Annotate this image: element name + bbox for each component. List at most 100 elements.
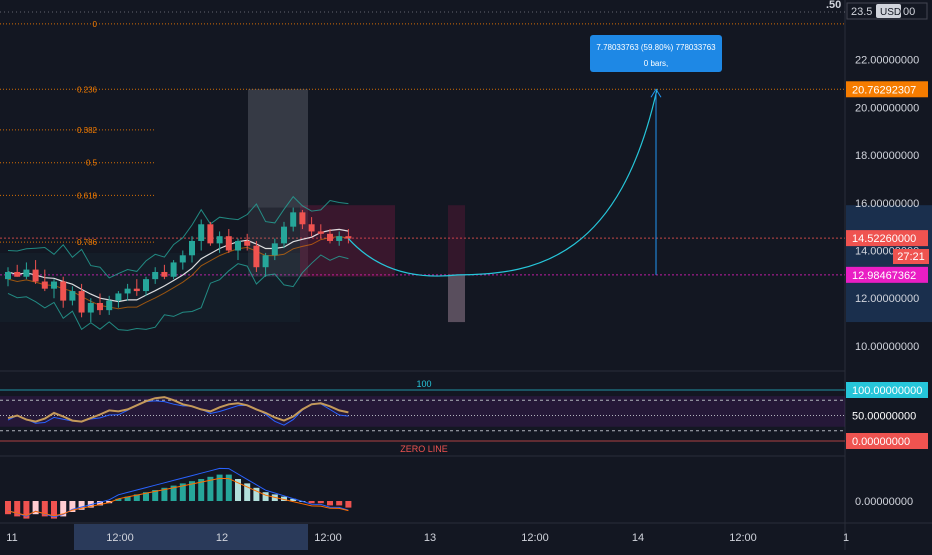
macd-bar <box>161 487 168 501</box>
macd-bar <box>198 479 205 501</box>
candle-body <box>317 231 324 234</box>
macd-bar <box>97 501 103 506</box>
rsi-signal-line <box>7 400 349 426</box>
candle-body <box>216 236 223 244</box>
rsi-tick: 0.00000000 <box>852 436 910 448</box>
price-tick: 16.00000000 <box>855 198 919 210</box>
candle-body <box>262 255 269 268</box>
price-tick: 18.00000000 <box>855 150 919 162</box>
macd-bar <box>69 501 76 512</box>
candle-body <box>152 271 159 280</box>
rsi-band <box>0 396 845 427</box>
macd-bar <box>170 485 177 501</box>
candle-body <box>189 240 195 256</box>
time-tick: 11 <box>6 532 17 544</box>
candle-body <box>124 288 131 294</box>
price-tick: 22.00000000 <box>855 55 919 67</box>
top-price-text: 23.5 <box>851 6 872 18</box>
macd-bar <box>262 492 269 501</box>
zone-boxes[interactable] <box>0 89 932 323</box>
projection-path[interactable] <box>347 88 662 277</box>
rsi-tick: 100.00000000 <box>852 385 922 397</box>
candle-body <box>87 302 94 313</box>
candle-body <box>14 271 21 277</box>
macd-bar <box>290 498 297 501</box>
candle-body <box>235 240 241 251</box>
candle-body <box>345 236 352 239</box>
macd-bar <box>143 492 149 501</box>
rsi-pane <box>0 389 845 442</box>
fib-label: 0.382 <box>77 126 98 135</box>
candle-body <box>198 224 205 241</box>
candle-body <box>69 291 76 301</box>
macd-bar <box>152 490 159 501</box>
macd-bar <box>51 501 57 519</box>
rsi-line <box>7 396 349 423</box>
candle-body <box>327 233 333 241</box>
candle-body <box>5 271 11 280</box>
fib-retracement[interactable]: 0 0.236 0.382 0.5 0.618 0.786 <box>0 11 845 276</box>
candle-body <box>41 281 48 289</box>
zero-line-label: ZERO LINE <box>400 444 448 454</box>
macd-bar <box>225 474 232 501</box>
macd-bar <box>235 479 241 501</box>
price-axis[interactable]: 22.00000000 20.00000000 18.00000000 16.0000… <box>846 55 928 508</box>
time-tick: 12:00 <box>521 532 549 544</box>
time-tick: 14 <box>632 532 644 544</box>
macd-bar <box>336 501 343 506</box>
candle-body <box>32 269 39 282</box>
top-price-suffix: 00 <box>903 6 915 18</box>
candle-body <box>51 281 57 289</box>
macd-bar <box>327 501 333 506</box>
price-badge <box>846 266 928 283</box>
time-tick: 12:00 <box>106 532 134 544</box>
candle-body <box>290 212 297 227</box>
price-badge <box>846 230 928 247</box>
price-tick: 20.00000000 <box>855 102 919 114</box>
macd-bar <box>253 487 260 501</box>
candle-body <box>133 288 140 292</box>
time-tick: 1 <box>843 532 849 544</box>
macd-bar <box>317 501 324 504</box>
teal-zone <box>0 252 300 323</box>
candle-body <box>106 300 113 311</box>
macd-bar <box>281 496 287 501</box>
price-badge-text: 20.76292307 <box>852 84 916 96</box>
candle-body <box>143 279 149 292</box>
candle-body <box>299 212 306 225</box>
fib-label: 0.786 <box>77 238 98 247</box>
macd-bar <box>32 501 39 515</box>
macd-bar <box>23 501 30 519</box>
macd-bar <box>78 501 85 510</box>
macd-bar <box>124 496 131 501</box>
projection-curve <box>347 89 658 277</box>
time-tick: 12:00 <box>729 532 757 544</box>
fib-label: 0.618 <box>77 191 98 200</box>
rsi-badge <box>846 382 928 398</box>
fib-label: 0.5 <box>86 159 98 168</box>
candle-body <box>281 226 287 244</box>
rsi-tick: 50.00000000 <box>852 411 916 423</box>
lower-band <box>7 254 349 331</box>
time-axis[interactable]: 11 12:00 12 12:00 13 12:00 14 12:00 1 <box>6 524 849 550</box>
macd-bar <box>244 483 251 501</box>
measure-tooltip[interactable]: 7.78033763 (59.80%) 778033763 0 bars, <box>590 35 722 72</box>
macd-signal <box>7 477 349 517</box>
time-range-highlight <box>74 524 308 550</box>
price-tick: 10.00000000 <box>855 341 919 353</box>
price-badge-text: 12.98467362 <box>852 270 916 282</box>
macd-pane <box>5 467 352 519</box>
candle-body <box>170 262 177 277</box>
candles <box>5 207 352 323</box>
candle-body <box>60 281 67 301</box>
fib-label: 0.236 <box>77 85 98 94</box>
macd-bar <box>345 501 352 508</box>
price-tick: 12.00000000 <box>855 293 919 305</box>
macd-bar <box>5 501 11 515</box>
candle-body <box>225 236 232 251</box>
currency-label: USD <box>880 7 901 18</box>
time-tick: 13 <box>424 532 436 544</box>
candle-body <box>271 243 278 256</box>
